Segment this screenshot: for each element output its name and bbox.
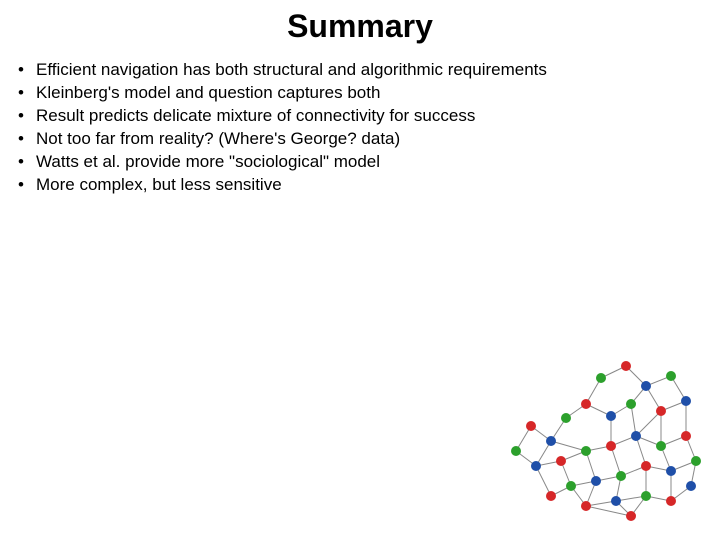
bullet-item: •More complex, but less sensitive [18,174,720,197]
network-node [631,431,641,441]
network-edge [551,441,586,451]
network-node [686,481,696,491]
network-node [641,491,651,501]
network-node [581,399,591,409]
network-node [681,396,691,406]
network-node [691,456,701,466]
bullet-item: •Not too far from reality? (Where's Geor… [18,128,720,151]
network-diagram [496,356,706,526]
network-node [561,413,571,423]
bullet-text: Result predicts delicate mixture of conn… [36,105,475,128]
bullet-dot-icon: • [18,105,36,128]
slide-title: Summary [0,0,720,45]
network-node [616,471,626,481]
network-node [666,466,676,476]
network-node [641,461,651,471]
network-node [526,421,536,431]
network-node [556,456,566,466]
network-node [626,399,636,409]
bullet-text: Kleinberg's model and question captures … [36,82,380,105]
network-node [591,476,601,486]
bullet-dot-icon: • [18,59,36,82]
network-node [606,441,616,451]
network-node [546,436,556,446]
network-node [596,373,606,383]
network-node [511,446,521,456]
network-node [531,461,541,471]
network-node [611,496,621,506]
network-node [581,501,591,511]
network-node [581,446,591,456]
bullet-item: •Efficient navigation has both structura… [18,59,720,82]
network-node [656,441,666,451]
slide: Summary •Efficient navigation has both s… [0,0,720,540]
bullet-text: Watts et al. provide more "sociological"… [36,151,380,174]
network-node [666,371,676,381]
network-edge [636,411,661,436]
bullet-dot-icon: • [18,82,36,105]
bullet-text: Efficient navigation has both structural… [36,59,547,82]
bullet-dot-icon: • [18,128,36,151]
network-node [656,406,666,416]
network-node [566,481,576,491]
bullet-list: •Efficient navigation has both structura… [0,59,720,197]
bullet-text: Not too far from reality? (Where's Georg… [36,128,400,151]
network-edge [586,506,631,516]
network-node [546,491,556,501]
bullet-item: •Watts et al. provide more "sociological… [18,151,720,174]
network-node [681,431,691,441]
bullet-item: •Kleinberg's model and question captures… [18,82,720,105]
bullet-item: •Result predicts delicate mixture of con… [18,105,720,128]
network-node [666,496,676,506]
bullet-dot-icon: • [18,151,36,174]
bullet-dot-icon: • [18,174,36,197]
bullet-text: More complex, but less sensitive [36,174,282,197]
network-node [621,361,631,371]
network-edge [536,466,551,496]
network-node [626,511,636,521]
network-node [606,411,616,421]
network-node [641,381,651,391]
